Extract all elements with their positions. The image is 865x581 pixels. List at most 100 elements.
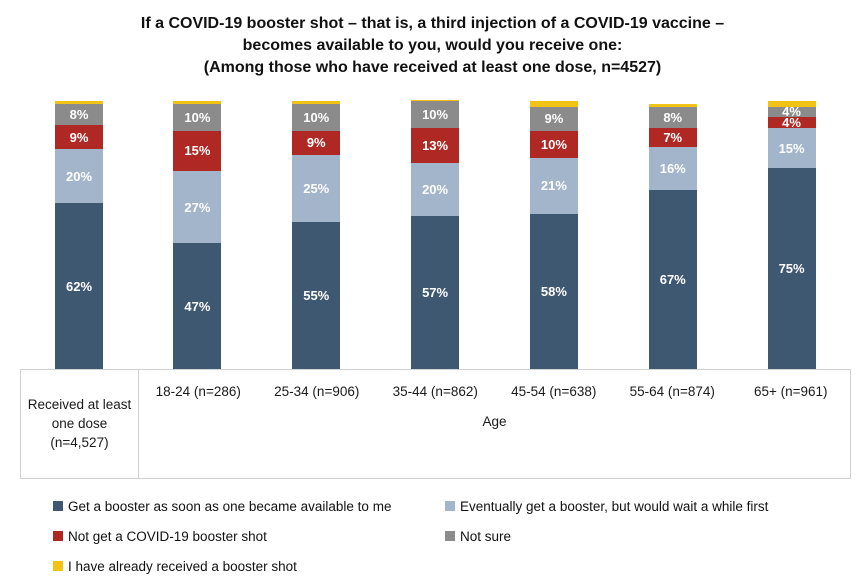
bar-value-label: 8%: [663, 109, 683, 125]
legend-item: Get a booster as soon as one became avai…: [53, 499, 445, 514]
bar-value-label: 67%: [659, 271, 686, 287]
axis-category-label: 25-34 (n=906): [274, 383, 360, 399]
plot-area: 8% 9% 20% 62% 10% 15% 27% 47% 10% 9% 25% 55% 10% 13% 2…: [20, 99, 851, 370]
bar-value-label: 9%: [544, 111, 564, 127]
bar-value-label: 8%: [69, 107, 89, 123]
bar-segment: 20%: [55, 149, 103, 204]
bar-segment: 55%: [292, 221, 341, 370]
bar-value-label: 10%: [540, 136, 567, 152]
bar-segment: [55, 101, 103, 104]
axis-category-label: 18-24 (n=286): [155, 383, 241, 399]
bar-segment: 8%: [55, 103, 103, 126]
bar-column: 8% 9% 20% 62%: [20, 101, 138, 370]
bar-segment: 47%: [173, 243, 222, 370]
legend-label: Not sure: [460, 528, 512, 544]
bar-segment: [292, 101, 341, 104]
bar-segment: [173, 101, 222, 104]
bar-value-label: 47%: [184, 298, 211, 314]
legend-label: Get a booster as soon as one became avai…: [68, 498, 392, 514]
bar-value-label: 9%: [306, 135, 326, 151]
stacked-bar: 10% 9% 25% 55%: [292, 101, 341, 370]
axis-category-label: 35-44 (n=862): [392, 383, 478, 399]
stacked-bar: 8% 7% 16% 67%: [648, 103, 697, 370]
bar-column: 8% 7% 16% 67%: [613, 101, 732, 370]
bar-segment: 9%: [529, 106, 578, 131]
bar-segment: [767, 101, 816, 107]
axis-category-label: 55-64 (n=874): [629, 383, 715, 399]
legend-item: Eventually get a booster, but would wait…: [445, 499, 865, 514]
legend-swatch-icon: [445, 501, 455, 512]
bar-value-label: 10%: [303, 109, 330, 125]
bar-segment: 15%: [173, 130, 222, 171]
bar-segment: [411, 99, 460, 102]
bar-segment: 27%: [173, 170, 222, 244]
bar-segment: [529, 101, 578, 107]
legend-label: I have already received a booster shot: [68, 558, 297, 574]
axis-category-label: 65+ (n=961): [753, 383, 828, 399]
legend: Get a booster as soon as one became avai…: [53, 491, 865, 581]
bar-segment: 4%: [767, 105, 816, 118]
bar-value-label: 10%: [422, 107, 449, 123]
stacked-bar: 10% 15% 27% 47%: [173, 101, 222, 370]
bar-value-label: 58%: [540, 284, 567, 300]
bar-value-label: 16%: [659, 160, 686, 176]
bar-segment: 25%: [292, 154, 341, 222]
bar-value-label: 25%: [303, 180, 330, 196]
bar-segment: 75%: [767, 168, 816, 370]
bar-value-label: 9%: [69, 129, 89, 145]
bar-segment: 9%: [292, 130, 341, 155]
bar-value-label: 55%: [303, 288, 330, 304]
bar-value-label: 15%: [778, 140, 805, 156]
bar-segment: 10%: [292, 103, 341, 131]
bar-segment: 7%: [648, 128, 697, 147]
legend-item: Not get a COVID-19 booster shot: [53, 529, 445, 544]
stacked-bar: 10% 13% 20% 57%: [411, 99, 460, 370]
axis-category-label-total: Received at least one dose (n=4,527): [21, 370, 139, 479]
bar-segment: 13%: [411, 128, 460, 163]
bar-segment: 15%: [767, 128, 816, 169]
axis-category-label: 45-54 (n=638): [511, 383, 597, 399]
chart-title: If a COVID-19 booster shot – that is, a …: [43, 13, 823, 79]
legend-item: Not sure: [445, 529, 865, 544]
bar-segment: 58%: [529, 213, 578, 370]
stacked-bar: 8% 9% 20% 62%: [55, 101, 103, 370]
bar-value-label: 20%: [422, 182, 449, 198]
bar-value-label: 15%: [184, 143, 211, 159]
bar-segment: 57%: [411, 216, 460, 370]
bar-segment: 10%: [173, 103, 222, 131]
legend-swatch-icon: [53, 501, 63, 512]
bar-segment: 21%: [529, 157, 578, 214]
legend-swatch-icon: [53, 531, 63, 542]
bar-segment: 10%: [411, 101, 460, 129]
bar-segment: 20%: [411, 162, 460, 217]
bar-segment: 9%: [55, 125, 103, 150]
legend-swatch-icon: [445, 531, 455, 542]
bar-value-label: 21%: [540, 178, 567, 194]
stacked-bar: 9% 10% 21% 58%: [529, 101, 578, 370]
x-axis-title: Age: [482, 414, 507, 430]
stacked-bar: 4% 4% 15% 75%: [767, 101, 816, 370]
bar-segment: [648, 103, 697, 107]
bar-segment: 4%: [767, 116, 816, 129]
bar-value-label: 57%: [422, 285, 449, 301]
bar-segment: 62%: [55, 203, 103, 370]
legend-swatch-icon: [53, 561, 63, 572]
bar-value-label: 7%: [663, 129, 683, 145]
bar-segment: 16%: [648, 146, 697, 190]
legend-label: Not get a COVID-19 booster shot: [68, 528, 267, 544]
chart-title-line-2: becomes available to you, would you rece…: [242, 37, 623, 55]
bar-column: 10% 9% 25% 55%: [257, 101, 376, 370]
bar-value-label: 20%: [65, 168, 93, 184]
bar-value-label: 27%: [184, 199, 211, 215]
legend-label: Eventually get a booster, but would wait…: [460, 498, 769, 514]
chart-title-line-3: (Among those who have received at least …: [203, 59, 662, 77]
bar-value-label: 75%: [778, 261, 805, 277]
bar-column: 10% 15% 27% 47%: [138, 101, 257, 370]
bar-value-label: 10%: [184, 109, 211, 125]
bar-segment: 8%: [648, 106, 697, 129]
bar-column: 4% 4% 15% 75%: [732, 101, 851, 370]
bar-column: 9% 10% 21% 58%: [495, 101, 614, 370]
bar-value-label: 13%: [422, 137, 449, 153]
bar-segment: 10%: [529, 130, 578, 158]
